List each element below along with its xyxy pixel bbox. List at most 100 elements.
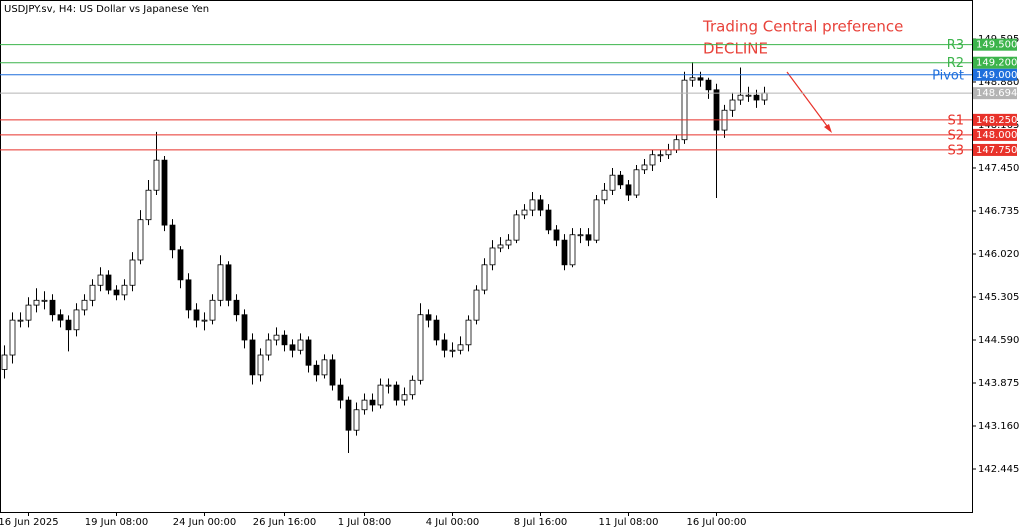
candle-body: [17, 319, 24, 322]
annotation: Trading Central preference: [702, 18, 903, 36]
candle-body: [321, 359, 328, 376]
candle-body: [1, 354, 8, 370]
candle-body: [353, 409, 360, 431]
x-tick-label: 16 Jul 00:00: [687, 517, 747, 528]
candle-body: [529, 199, 536, 211]
current-price-box: [973, 87, 1017, 100]
candle-body: [665, 149, 672, 156]
annotation: DECLINE: [703, 40, 768, 58]
candle-body: [617, 174, 624, 186]
x-tick-label: 1 Jul 08:00: [338, 517, 392, 528]
candle-body: [305, 339, 312, 366]
candle-body: [41, 299, 48, 302]
level-box: [973, 56, 1017, 69]
level-name: R3: [947, 38, 964, 53]
candle-body: [753, 94, 760, 101]
candle-body: [449, 349, 456, 352]
candle-body: [273, 334, 280, 341]
candle-body: [201, 319, 208, 322]
level-box: [973, 38, 1017, 51]
candle-body: [545, 209, 552, 231]
y-tick-label: 148.880: [978, 77, 1019, 88]
candle-body: [105, 274, 112, 291]
x-tick-label: 19 Jun 08:00: [85, 517, 149, 528]
candle-body: [625, 184, 632, 196]
level-name: Pivot: [932, 68, 964, 83]
candle-body: [113, 289, 120, 296]
candle-body: [153, 159, 160, 191]
candle-body: [313, 364, 320, 376]
y-tick-label: 145.305: [978, 292, 1019, 303]
candle-body: [761, 92, 768, 101]
candle-body: [521, 209, 528, 216]
candle-body: [569, 234, 576, 266]
candle-body: [609, 174, 616, 191]
candle-body: [49, 299, 56, 316]
candle-body: [33, 299, 40, 306]
candle-body: [457, 344, 464, 351]
candle-body: [473, 289, 480, 321]
candle-body: [185, 279, 192, 311]
candle-body: [137, 219, 144, 261]
level-value-label: 147.750: [976, 145, 1017, 156]
y-tick-label: 142.445: [978, 464, 1019, 475]
candle-body: [257, 354, 264, 376]
y-tick-label: 143.875: [978, 378, 1019, 389]
candle-body: [249, 339, 256, 376]
candle-body: [161, 159, 168, 226]
x-tick-label: 26 Jun 16:00: [253, 517, 317, 528]
candle-body: [689, 77, 696, 81]
candle-body: [673, 139, 680, 151]
candle-body: [409, 379, 416, 396]
candle-body: [193, 309, 200, 321]
x-tick-label: 4 Jul 00:00: [426, 517, 480, 528]
candle-body: [705, 79, 712, 91]
candle-body: [729, 99, 736, 111]
candle-body: [425, 314, 432, 321]
candle-body: [65, 319, 72, 331]
level-name: S2: [947, 128, 964, 143]
x-tick-label: 11 Jul 08:00: [599, 517, 659, 528]
x-tick-label: 16 Jun 2025: [0, 517, 59, 528]
y-tick-label: 146.020: [978, 249, 1019, 260]
candle-body: [297, 339, 304, 351]
candle-body: [25, 304, 32, 321]
candle-body: [481, 264, 488, 291]
level-value-label: 148.000: [976, 130, 1017, 141]
candle-body: [489, 247, 496, 266]
candle-body: [89, 284, 96, 301]
candle-body: [537, 199, 544, 211]
candle-body: [697, 77, 704, 81]
candle-body: [345, 399, 352, 431]
candle-body: [57, 314, 64, 321]
candle-body: [369, 399, 376, 406]
level-box: [973, 143, 1017, 156]
candle-body: [361, 399, 368, 411]
candle-body: [97, 274, 104, 286]
level-value-label: 148.250: [976, 115, 1017, 126]
candle-body: [681, 79, 688, 141]
level-name: S1: [947, 113, 964, 128]
candle-body: [737, 94, 744, 101]
plot-frame: [0, 0, 973, 513]
candle-body: [593, 199, 600, 241]
candle-body: [561, 239, 568, 266]
candle-body: [505, 239, 512, 246]
candle-body: [233, 299, 240, 316]
level-value-label: 149.500: [976, 40, 1017, 51]
y-tick-label: 147.450: [978, 163, 1019, 174]
candle-body: [225, 264, 232, 301]
candle-body: [553, 229, 560, 241]
candle-body: [377, 384, 384, 406]
candle-body: [81, 299, 88, 311]
level-box: [973, 128, 1017, 141]
chart-title: USDJPY.sv, H4: US Dollar vs Japanese Yen: [4, 4, 209, 15]
level-value-label: 149.200: [976, 58, 1017, 69]
candle-body: [145, 189, 152, 221]
candle-body: [601, 189, 608, 201]
candle-body: [649, 154, 656, 166]
candle-body: [289, 344, 296, 351]
candle-body: [281, 334, 288, 346]
candle-body: [633, 169, 640, 196]
